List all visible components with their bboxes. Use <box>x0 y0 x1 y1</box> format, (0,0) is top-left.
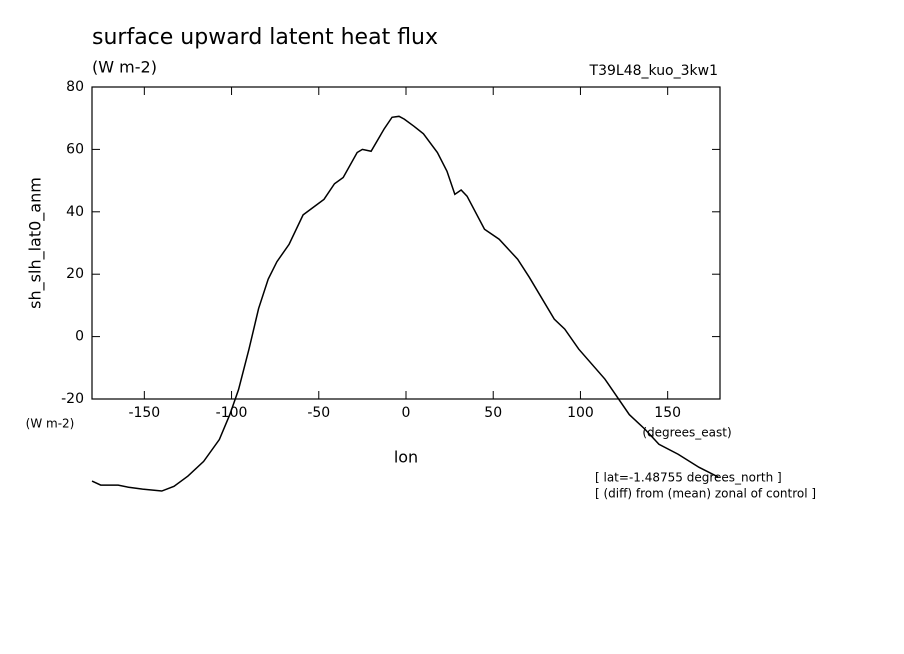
y-tick-label: 60 <box>66 141 84 157</box>
y-tick-label: 40 <box>66 204 84 220</box>
y-tick-label: 80 <box>66 79 84 95</box>
y-tick-label: -20 <box>61 391 84 407</box>
plot-frame <box>91 86 721 400</box>
x-axis-label: lon <box>394 448 418 467</box>
data-line <box>91 115 719 492</box>
y-tick-label: 0 <box>75 329 84 345</box>
x-tick-label: 0 <box>402 405 411 421</box>
note: [ (diff) from (mean) zonal of control ] <box>595 487 816 501</box>
x-tick-label: -150 <box>128 405 160 421</box>
x-tick-label: 100 <box>567 405 594 421</box>
y-axis-label: sh_slh_lat0_anm <box>26 177 46 309</box>
note: [ lat=-1.48755 degrees_north ] <box>595 471 782 485</box>
y-units: (W m-2) <box>26 417 75 431</box>
x-units: (degrees_east) <box>642 426 731 440</box>
dataset-label: T39L48_kuo_3kw1 <box>589 63 718 79</box>
chart-subtitle: (W m-2) <box>92 58 157 77</box>
x-tick-label: 50 <box>484 405 502 421</box>
chart-title: surface upward latent heat flux <box>92 25 438 50</box>
x-tick-label: -100 <box>216 405 248 421</box>
x-tick-label: 150 <box>654 405 681 421</box>
y-tick-label: 20 <box>66 266 84 282</box>
x-tick-label: -50 <box>307 405 330 421</box>
